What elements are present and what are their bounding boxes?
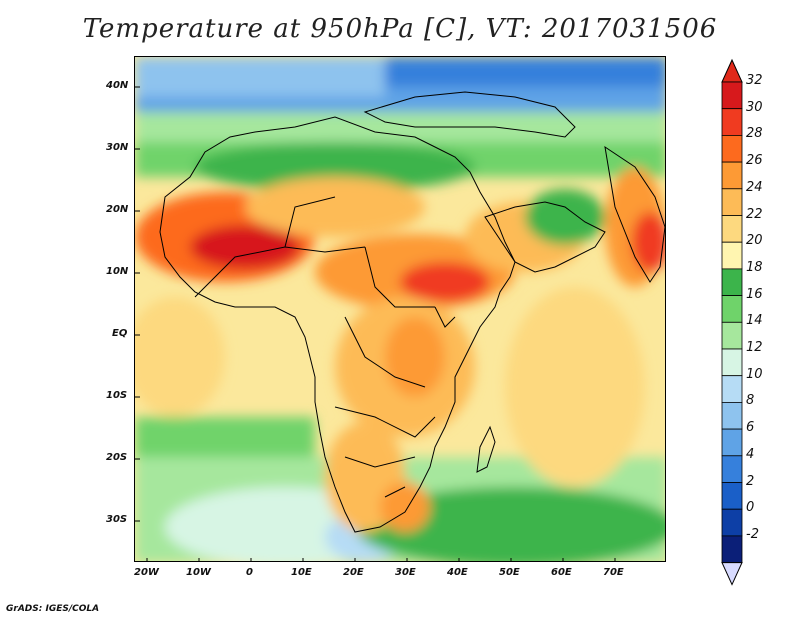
colorbar-label: 14 xyxy=(746,313,763,329)
colorbar-label: 8 xyxy=(746,393,755,409)
colorbar-segment xyxy=(721,348,743,377)
colorbar-segment xyxy=(721,268,743,296)
colorbar-segment xyxy=(721,188,743,216)
colorbar-segment xyxy=(721,295,743,323)
lat-label-30s: 30S xyxy=(106,514,128,525)
colorbar-segment xyxy=(721,215,743,243)
colorbar-label: 28 xyxy=(746,126,763,142)
colorbar-top-triangle xyxy=(721,58,743,83)
colorbar-label: 20 xyxy=(746,233,763,249)
colorbar-segment xyxy=(721,108,743,136)
map-canvas xyxy=(135,57,665,561)
colorbar-label: 18 xyxy=(746,259,763,275)
lat-label-20n: 20N xyxy=(106,204,129,215)
lat-label-eq: EQ xyxy=(112,328,128,339)
map-ticks xyxy=(135,86,616,561)
colorbar-segment xyxy=(721,401,743,430)
colorbar-label: 12 xyxy=(746,340,763,355)
colorbar-segment xyxy=(721,321,743,350)
colorbar-label: 4 xyxy=(746,446,755,462)
lat-label-10s: 10S xyxy=(106,390,128,401)
colorbar-segment xyxy=(721,375,743,403)
colorbar-label: 2 xyxy=(746,473,755,489)
lon-label-0: 0 xyxy=(246,567,253,578)
colorbar-segment xyxy=(721,81,743,110)
colorbar-canvas xyxy=(721,58,743,586)
lon-label-70e: 70E xyxy=(603,567,624,578)
colorbar-label: 0 xyxy=(746,500,755,516)
grads-credit: GrADS: IGES/COLA xyxy=(6,604,100,614)
colorbar-segment xyxy=(721,535,743,563)
lon-label-20w: 20W xyxy=(134,567,159,578)
colorbar-segment xyxy=(721,428,743,457)
lat-label-20s: 20S xyxy=(106,452,128,463)
temperature-field xyxy=(135,57,665,561)
lon-label-10w: 10W xyxy=(186,567,211,578)
colorbar-label: 6 xyxy=(746,420,755,436)
colorbar-segment xyxy=(721,161,743,190)
lon-label-10e: 10E xyxy=(291,567,312,578)
colorbar-segment xyxy=(721,455,743,483)
lon-label-60e: 60E xyxy=(551,567,572,578)
colorbar-label: 22 xyxy=(746,206,763,222)
colorbar-segment xyxy=(721,135,743,163)
lon-label-50e: 50E xyxy=(499,567,520,578)
lon-label-40e: 40E xyxy=(447,567,468,578)
colorbar-label: 24 xyxy=(746,179,763,195)
lat-label-40n: 40N xyxy=(106,80,129,91)
coastlines xyxy=(159,91,665,533)
temperature-map xyxy=(134,56,666,562)
colorbar-label: 10 xyxy=(746,366,763,382)
colorbar-segment xyxy=(721,482,743,510)
lat-label-10n: 10N xyxy=(106,266,129,277)
chart-title: Temperature at 950hPa [C], VT: 201703150… xyxy=(82,14,718,44)
colorbar-bottom-triangle xyxy=(721,562,743,586)
colorbar-label: 26 xyxy=(746,153,763,169)
lon-label-30e: 30E xyxy=(395,567,416,578)
colorbar-label: 32 xyxy=(746,73,763,88)
colorbar-label: 30 xyxy=(746,99,763,115)
colorbar-label: 16 xyxy=(746,286,763,302)
colorbar-label: -2 xyxy=(746,526,759,542)
colorbar-segment xyxy=(721,241,743,270)
lon-label-20e: 20E xyxy=(343,567,364,578)
colorbar-segment xyxy=(721,508,743,537)
lat-label-30n: 30N xyxy=(106,142,129,153)
